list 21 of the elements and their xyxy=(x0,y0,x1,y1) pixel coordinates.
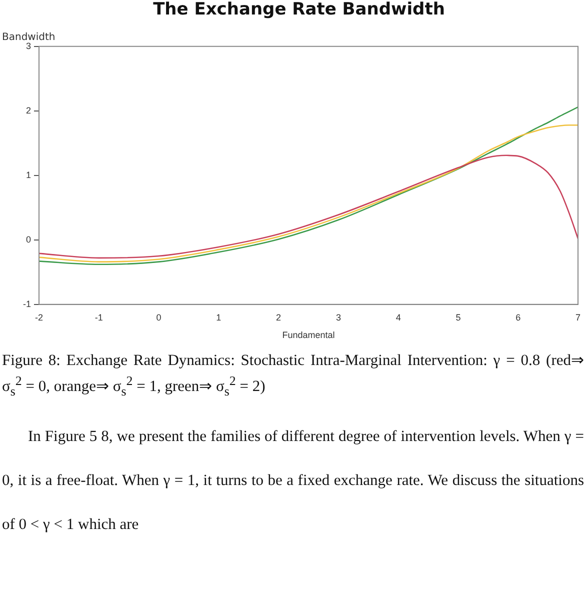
y-tick-label: 2 xyxy=(26,105,31,116)
y-axis-title: Bandwidth xyxy=(2,32,56,43)
x-tick-label: 6 xyxy=(516,312,521,322)
x-tick-label: -1 xyxy=(94,312,103,322)
x-tick-label: 0 xyxy=(156,312,162,322)
chart-title: The Exchange Rate Bandwidth xyxy=(153,0,445,20)
y-tick-label: -1 xyxy=(22,298,31,309)
x-tick-label: 1 xyxy=(216,312,222,322)
x-tick-label: 2 xyxy=(276,312,282,322)
x-tick-label: 3 xyxy=(336,312,341,322)
x-tick-label: 4 xyxy=(396,312,401,322)
x-tick-label: -2 xyxy=(34,312,44,322)
line-series xyxy=(39,154,578,259)
x-axis-title: Fundamental xyxy=(282,330,335,340)
text: In Figure 5 8, we present the families of different degree of intervention levels. When γ = 0, it is a free-float. When γ = 1, it turns to be a fixed exchange rate. We discuss the situations of 0 < γ < 1 which are xyxy=(2,428,584,534)
text: Figure 8: Exchange Rate Dynamics: Stochastic Intra-Marginal Intervention: γ = 0.8 (red⇒ σ$_{s}$$^{2}$ = 0, orange⇒ σ$_{s}$$^{2}$ = 1, green⇒ σ$_{s}$$^{2}$ = 2) xyxy=(2,352,584,398)
y-tick-label: 1 xyxy=(26,170,31,180)
x-tick-label: 5 xyxy=(456,312,461,322)
x-tick-label: 7 xyxy=(575,312,581,322)
y-tick-label: 3 xyxy=(26,40,31,51)
y-tick-label: 0 xyxy=(26,234,31,244)
